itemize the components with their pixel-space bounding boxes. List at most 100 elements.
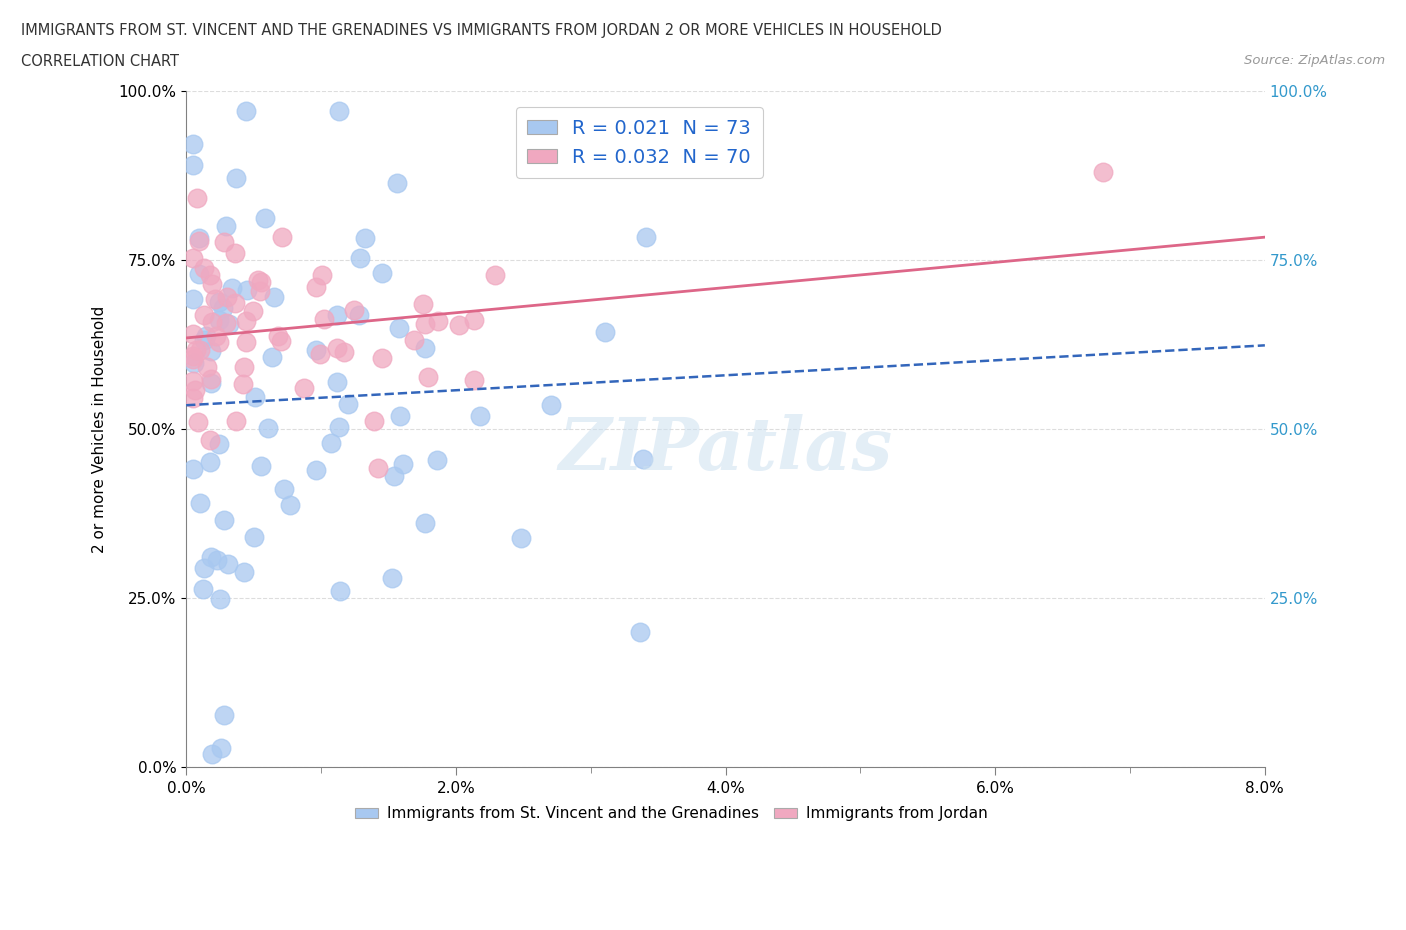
Point <box>201 747 224 762</box>
Point <box>181 352 204 366</box>
Point <box>204 292 226 307</box>
Point <box>201 314 224 329</box>
Point <box>205 328 228 343</box>
Point <box>187 415 209 430</box>
Point <box>509 531 531 546</box>
Point <box>187 233 209 248</box>
Point <box>305 343 328 358</box>
Point <box>221 281 243 296</box>
Point <box>217 556 239 571</box>
Point <box>207 295 229 310</box>
Text: IMMIGRANTS FROM ST. VINCENT AND THE GRENADINES VS IMMIGRANTS FROM JORDAN 2 OR MO: IMMIGRANTS FROM ST. VINCENT AND THE GREN… <box>21 23 942 38</box>
Point <box>236 283 259 298</box>
Point <box>470 409 492 424</box>
Point <box>262 350 284 365</box>
Point <box>193 561 215 576</box>
Point <box>181 391 204 405</box>
Point <box>596 141 619 156</box>
Point <box>212 512 235 527</box>
Point <box>225 413 247 428</box>
Point <box>232 359 254 374</box>
Point <box>349 308 371 323</box>
Point <box>413 340 436 355</box>
Point <box>463 373 485 388</box>
Point <box>463 312 485 327</box>
Text: CORRELATION CHART: CORRELATION CHART <box>21 54 179 69</box>
Point <box>249 284 271 299</box>
Point <box>593 325 616 339</box>
Legend: Immigrants from St. Vincent and the Grenadines, Immigrants from Jordan: Immigrants from St. Vincent and the Gren… <box>349 800 994 828</box>
Point <box>195 360 218 375</box>
Point <box>267 328 290 343</box>
Point <box>270 229 292 244</box>
Point <box>349 250 371 265</box>
Point <box>218 316 240 331</box>
Point <box>333 344 356 359</box>
Point <box>193 260 215 275</box>
Point <box>212 707 235 722</box>
Point <box>198 267 221 282</box>
Point <box>254 211 277 226</box>
Point <box>188 496 211 511</box>
Point <box>184 382 207 397</box>
Point <box>371 265 394 280</box>
Point <box>484 268 506 283</box>
Point <box>200 344 222 359</box>
Point <box>389 409 412 424</box>
Point <box>188 231 211 246</box>
Point <box>193 308 215 323</box>
Point <box>190 342 212 357</box>
Point <box>328 419 350 434</box>
Point <box>311 268 333 283</box>
Point <box>215 219 238 233</box>
Point <box>225 170 247 185</box>
Point <box>263 289 285 304</box>
Point <box>232 377 254 392</box>
Point <box>256 420 278 435</box>
Y-axis label: 2 or more Vehicles in Household: 2 or more Vehicles in Household <box>93 305 107 552</box>
Point <box>232 565 254 579</box>
Point <box>187 267 209 282</box>
Point <box>209 741 232 756</box>
Point <box>447 317 470 332</box>
Point <box>404 333 426 348</box>
Point <box>371 351 394 365</box>
Point <box>367 461 389 476</box>
Point <box>273 482 295 497</box>
Text: Source: ZipAtlas.com: Source: ZipAtlas.com <box>1244 54 1385 67</box>
Point <box>242 303 264 318</box>
Point <box>319 436 342 451</box>
Point <box>183 355 205 370</box>
Point <box>250 274 273 289</box>
Point <box>292 381 315 396</box>
Point <box>200 550 222 565</box>
Point <box>628 625 651 640</box>
Point <box>631 452 654 467</box>
Point <box>181 251 204 266</box>
Point <box>235 103 257 118</box>
Point <box>181 326 204 341</box>
Point <box>207 552 229 567</box>
Point <box>270 334 292 349</box>
Point <box>304 462 326 477</box>
Point <box>416 370 439 385</box>
Point <box>181 349 204 364</box>
Point <box>325 340 347 355</box>
Point <box>200 372 222 387</box>
Point <box>212 235 235 250</box>
Point <box>412 297 434 312</box>
Point <box>363 414 385 429</box>
Point <box>198 454 221 469</box>
Point <box>636 230 658 245</box>
Point <box>209 591 232 606</box>
Point <box>224 296 246 311</box>
Point <box>381 571 404 586</box>
Point <box>186 191 208 206</box>
Point <box>385 176 408 191</box>
Point <box>243 529 266 544</box>
Point <box>181 292 204 307</box>
Point <box>181 157 204 172</box>
Point <box>181 137 204 152</box>
Point <box>184 343 207 358</box>
Point <box>326 375 349 390</box>
